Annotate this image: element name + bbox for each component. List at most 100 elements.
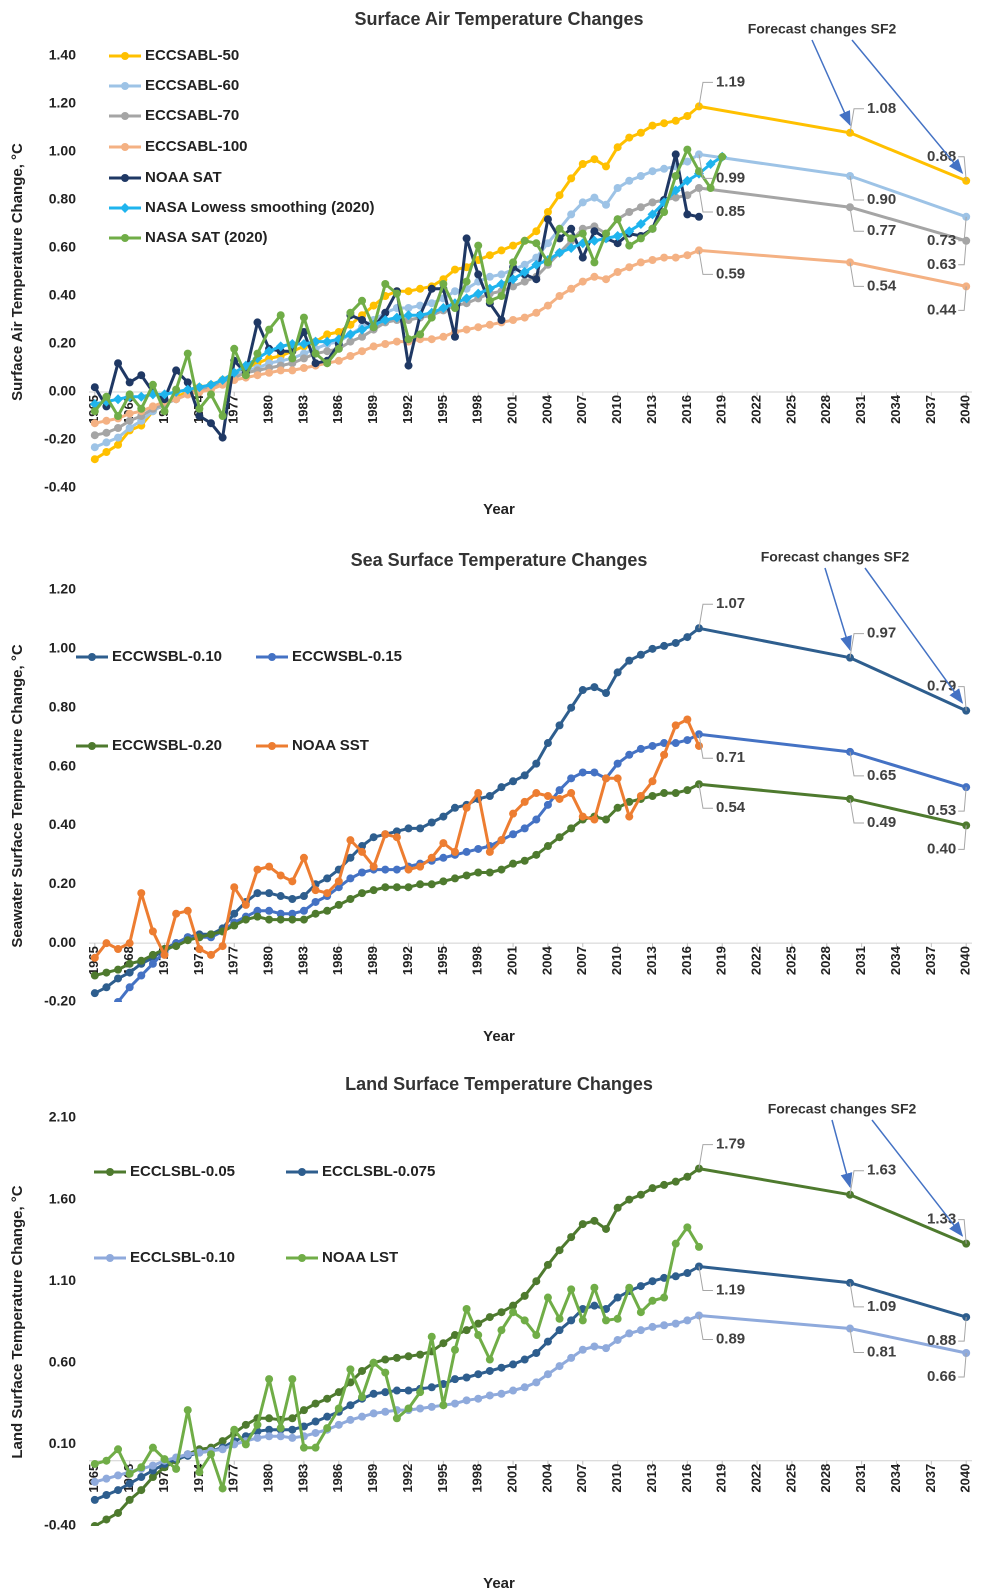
data-point [206, 930, 215, 939]
data-label: 1.08 [867, 100, 896, 117]
data-point [125, 1495, 134, 1504]
data-point [543, 1293, 552, 1302]
data-point [358, 847, 367, 856]
x-tick-label: 2022 [748, 946, 763, 975]
data-point [590, 683, 599, 692]
data-point [182, 384, 193, 395]
data-point [625, 656, 634, 665]
data-point [509, 809, 518, 818]
data-point [450, 332, 459, 341]
label-leader [849, 1170, 865, 1195]
data-point [358, 316, 367, 324]
data-point [532, 1349, 541, 1358]
data-point [369, 301, 378, 310]
data-point [230, 883, 239, 892]
data-label: 0.54 [867, 277, 897, 294]
data-label: 0.40 [927, 840, 956, 857]
data-point [520, 1291, 529, 1300]
data-point [253, 912, 262, 921]
data-label: 1.33 [927, 1211, 956, 1228]
data-point [381, 1368, 390, 1377]
legend-marker [120, 203, 130, 213]
data-point [323, 874, 332, 883]
data-point [671, 172, 680, 180]
data-point [346, 1415, 355, 1424]
data-point [137, 404, 146, 413]
data-point [602, 774, 611, 783]
data-point [114, 1445, 123, 1454]
x-tick-label: 1980 [261, 946, 276, 975]
chart-title: Land Surface Temperature Changes [345, 1074, 653, 1094]
x-tick-label: 2040 [958, 946, 973, 975]
data-point [543, 215, 552, 224]
data-point [625, 750, 634, 759]
data-point [137, 371, 146, 380]
data-point [636, 172, 645, 180]
legend-label: NOAA SAT [145, 169, 222, 186]
data-point [474, 844, 483, 853]
legend-label: ECCWSBL-0.15 [292, 648, 402, 665]
x-tick-label: 2025 [783, 1464, 798, 1493]
data-point [613, 1314, 622, 1323]
data-point [183, 378, 192, 387]
x-tick-label: 1986 [330, 395, 345, 424]
data-point [648, 121, 657, 130]
data-point [392, 833, 401, 842]
data-label: 1.19 [716, 73, 745, 90]
data-point [671, 739, 680, 748]
data-point [392, 1414, 401, 1423]
data-point [323, 1424, 332, 1433]
x-tick-label: 2001 [505, 395, 520, 424]
data-point [683, 736, 692, 745]
data-point [660, 253, 669, 262]
legend-label: ECCSABL-100 [145, 138, 248, 155]
data-point [555, 721, 564, 730]
data-point [137, 1473, 146, 1482]
data-point [555, 1246, 564, 1255]
legend-label: ECCLSBL-0.10 [130, 1249, 235, 1266]
x-tick-label: 1989 [365, 1464, 380, 1493]
data-point [520, 856, 529, 865]
data-label: 0.85 [716, 203, 745, 220]
data-point [671, 721, 680, 730]
data-point [183, 349, 192, 358]
legend-label: ECCSABL-70 [145, 107, 239, 124]
data-point [253, 349, 262, 358]
y-tick-label: 0.80 [49, 191, 76, 207]
data-point [113, 394, 124, 405]
data-point [683, 715, 692, 724]
data-label: 1.79 [716, 1136, 745, 1153]
series-line [115, 732, 967, 1002]
data-point [520, 1316, 529, 1325]
data-point [438, 303, 449, 313]
data-point [241, 915, 250, 924]
x-tick-label: 2007 [574, 946, 589, 975]
data-point [509, 1301, 518, 1310]
data-point [671, 1239, 680, 1248]
data-point [660, 1293, 669, 1302]
data-point [462, 1396, 471, 1405]
data-point [381, 1355, 390, 1364]
data-point [125, 416, 134, 425]
y-tick-label: 1.00 [49, 143, 76, 159]
data-point [90, 443, 99, 452]
data-label: 0.88 [927, 1332, 956, 1349]
data-point [682, 175, 693, 186]
data-point [602, 1316, 611, 1325]
data-point [671, 638, 680, 647]
data-point [450, 1345, 459, 1354]
data-label: 0.53 [927, 802, 956, 819]
data-point [555, 191, 564, 200]
data-point [416, 1350, 425, 1359]
label-leader [849, 633, 865, 658]
data-point [183, 906, 192, 915]
data-point [102, 1474, 111, 1483]
data-point [230, 344, 239, 353]
data-point [532, 815, 541, 824]
data-point [567, 1316, 576, 1325]
data-point [462, 277, 471, 286]
label-leader [698, 784, 713, 809]
data-point [450, 803, 459, 812]
data-point [578, 1220, 587, 1229]
data-point [485, 251, 494, 260]
